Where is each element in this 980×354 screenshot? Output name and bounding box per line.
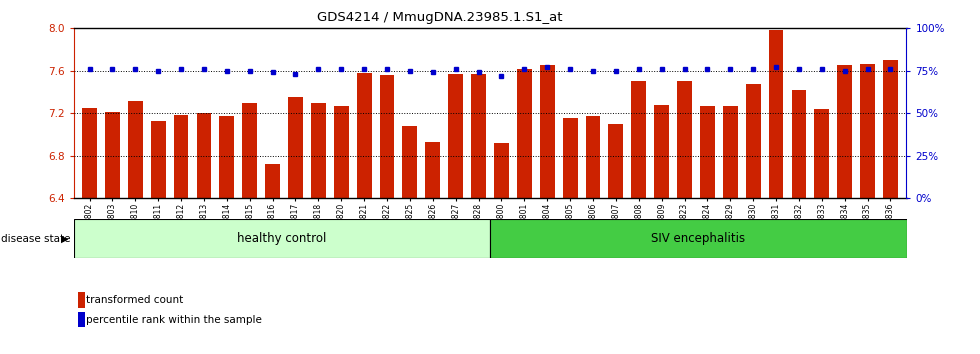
- Bar: [631, 81, 646, 198]
- Bar: [220, 116, 234, 198]
- Text: GDS4214 / MmugDNA.23985.1.S1_at: GDS4214 / MmugDNA.23985.1.S1_at: [318, 11, 563, 24]
- Bar: [490, 219, 906, 258]
- Bar: [655, 105, 669, 198]
- Bar: [127, 101, 143, 198]
- Bar: [311, 103, 325, 198]
- Text: SIV encephalitis: SIV encephalitis: [651, 233, 746, 245]
- Text: disease state: disease state: [1, 234, 71, 244]
- Bar: [700, 106, 714, 198]
- Text: percentile rank within the sample: percentile rank within the sample: [86, 315, 262, 325]
- Bar: [768, 30, 783, 198]
- Bar: [792, 90, 807, 198]
- Bar: [516, 69, 532, 198]
- Bar: [723, 106, 738, 198]
- Bar: [197, 113, 212, 198]
- Bar: [288, 97, 303, 198]
- Text: healthy control: healthy control: [237, 233, 326, 245]
- Text: transformed count: transformed count: [86, 295, 183, 305]
- Bar: [242, 103, 257, 198]
- Bar: [677, 81, 692, 198]
- Bar: [494, 143, 509, 198]
- Bar: [266, 164, 280, 198]
- Bar: [540, 65, 555, 198]
- Bar: [814, 109, 829, 198]
- Bar: [585, 116, 601, 198]
- Bar: [883, 60, 898, 198]
- Bar: [746, 84, 760, 198]
- Bar: [403, 126, 417, 198]
- Bar: [609, 124, 623, 198]
- Bar: [82, 108, 97, 198]
- Bar: [173, 115, 188, 198]
- Bar: [448, 74, 464, 198]
- Bar: [379, 75, 395, 198]
- Bar: [74, 219, 490, 258]
- Bar: [425, 142, 440, 198]
- Bar: [151, 121, 166, 198]
- Bar: [563, 118, 577, 198]
- Bar: [837, 65, 853, 198]
- Text: ▶: ▶: [61, 234, 69, 244]
- Bar: [105, 112, 120, 198]
- Bar: [334, 106, 349, 198]
- Bar: [357, 73, 371, 198]
- Bar: [860, 64, 875, 198]
- Bar: [471, 74, 486, 198]
